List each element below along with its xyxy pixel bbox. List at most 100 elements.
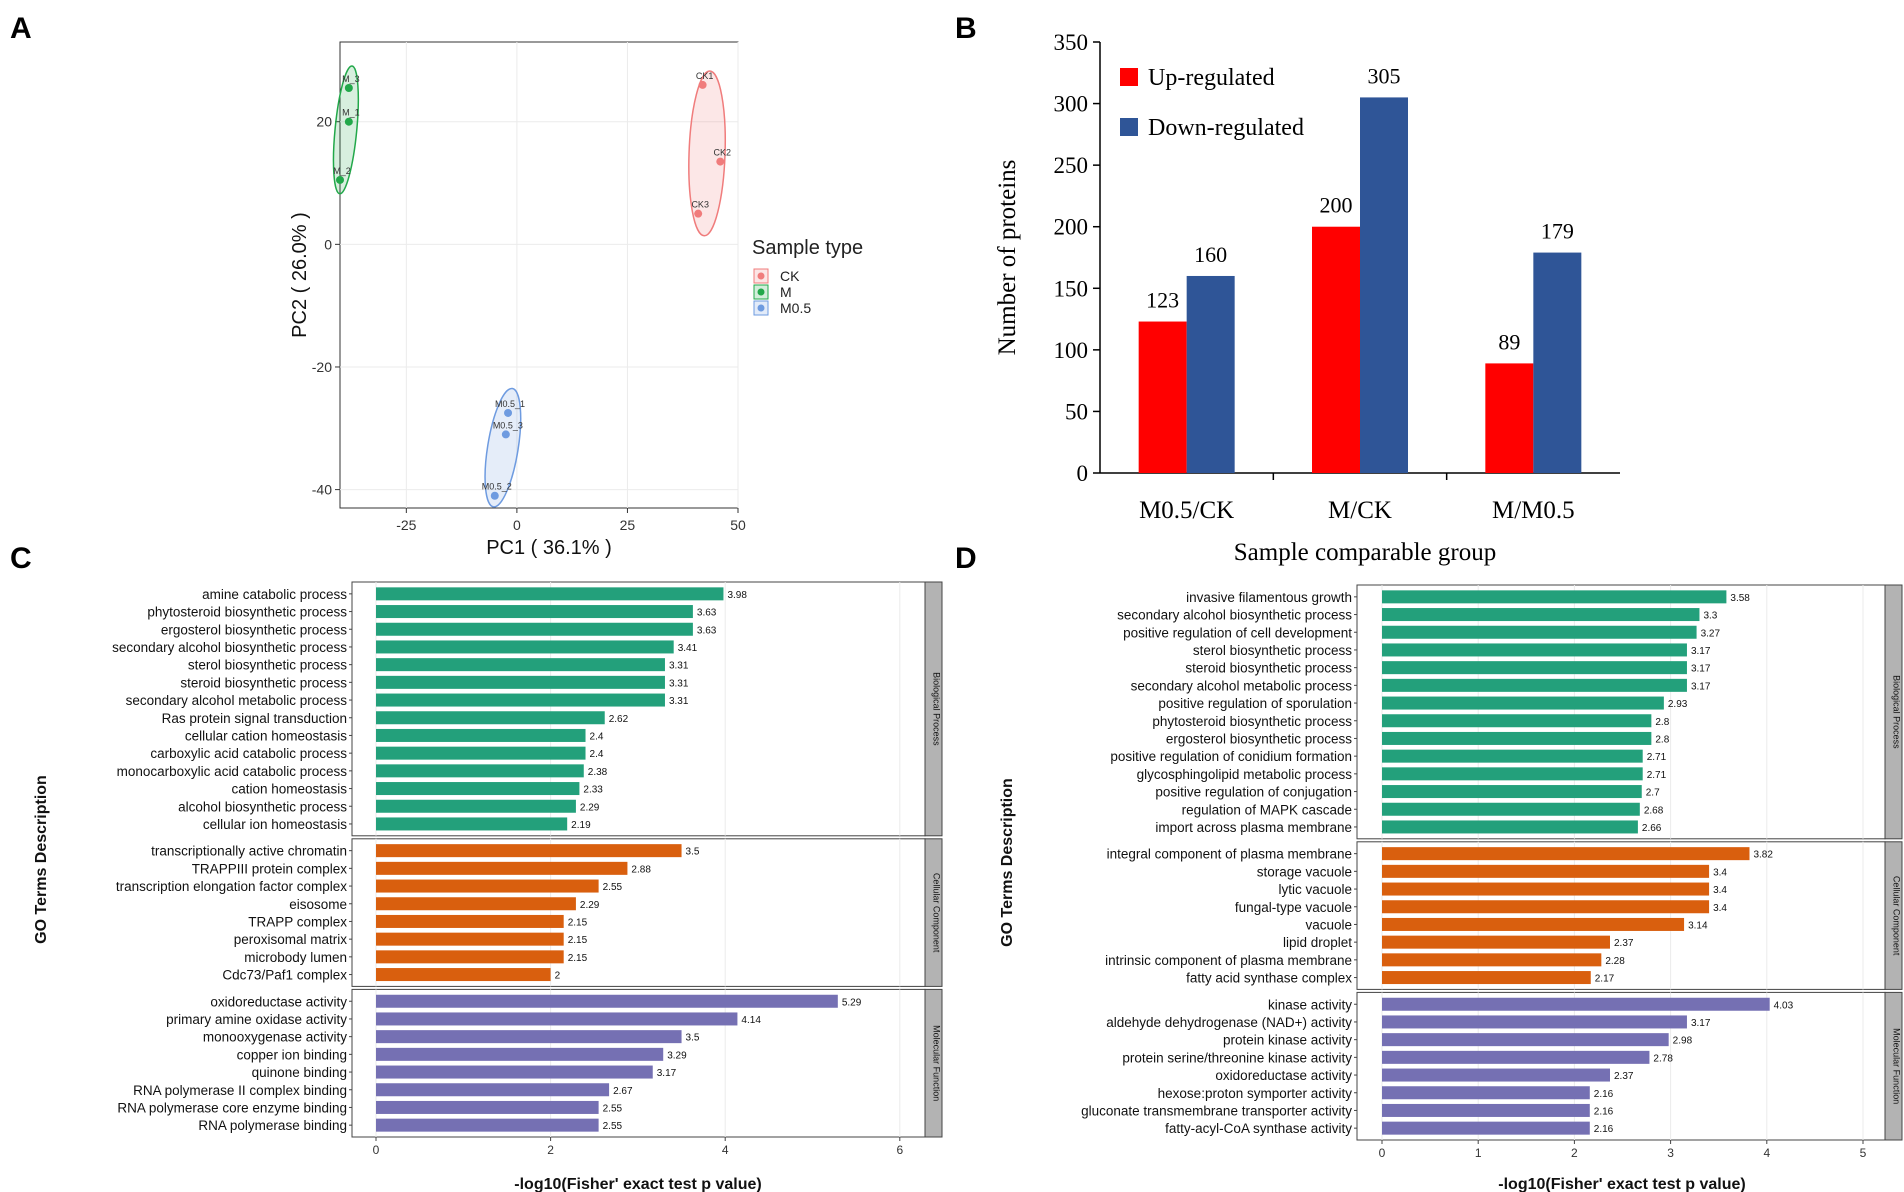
facet-panel-molecular-function (1356, 991, 1886, 1141)
bar-cellular-component (1382, 847, 1750, 861)
bar-value-label: 2.29 (580, 900, 600, 911)
term-label: protein kinase activity (1223, 1033, 1352, 1048)
bar-value-label: 2.71 (1647, 752, 1667, 763)
x-tick-label: 0 (513, 517, 521, 533)
term-label: lytic vacuole (1278, 882, 1352, 897)
bar-down-regulated (1360, 97, 1408, 474)
bar-molecular-function (376, 1047, 664, 1061)
bar-up-regulated (1138, 321, 1187, 473)
bar-biological-process (376, 587, 724, 601)
bar-value-label: 3.17 (657, 1068, 677, 1079)
bar-value-label: 2.62 (609, 714, 629, 725)
bar-value-label: 2.15 (568, 953, 588, 964)
facet-panel-cellular-component (1356, 841, 1886, 990)
bar-value-label: 3.5 (686, 847, 700, 858)
bar-value-label: 2.68 (1644, 805, 1664, 816)
panel-label-b: B (955, 12, 977, 45)
x-tick-label: 0 (373, 1143, 380, 1157)
bar-value-label: 2.66 (1642, 823, 1662, 834)
term-label: cellular ion homeostasis (203, 817, 347, 832)
term-label: integral component of plasma membrane (1107, 847, 1352, 862)
bar-value-label: 2.55 (603, 882, 623, 893)
term-label: secondary alcohol biosynthetic process (1117, 608, 1352, 623)
bar-biological-process (376, 622, 693, 636)
bar-biological-process (1382, 661, 1687, 675)
bar-value-label: 3.17 (1691, 681, 1711, 692)
bar-molecular-function (1382, 1033, 1669, 1047)
bar-value-label: 160 (1194, 242, 1227, 267)
facet-strip (1884, 991, 1903, 1141)
facet-strip (924, 838, 943, 987)
x-tick-label: 0 (1379, 1146, 1386, 1160)
bar-biological-process (1382, 643, 1687, 657)
term-label: phytosteroid biosynthetic process (1152, 714, 1352, 729)
x-tick-label: 1 (1475, 1146, 1482, 1160)
term-label: protein serine/threonine kinase activity (1122, 1050, 1352, 1065)
confidence-ellipse-m (332, 65, 360, 195)
bar-cellular-component (376, 897, 576, 911)
facet-strip (1884, 584, 1903, 840)
sample-point (716, 157, 725, 166)
bar-value-label: 2 (555, 971, 561, 982)
bar-cellular-component (376, 950, 564, 964)
plot-frame (339, 41, 739, 509)
bar-value-label: 2.8 (1655, 717, 1669, 728)
term-label: kinase activity (1268, 997, 1352, 1012)
bar-cellular-component (1382, 864, 1710, 878)
term-label: Ras protein signal transduction (162, 711, 347, 726)
y-tick-label: 50 (1065, 399, 1088, 424)
bar-value-label: 2.4 (590, 731, 604, 742)
term-label: monocarboxylic acid catabolic process (117, 764, 348, 779)
term-label: alcohol biosynthetic process (178, 799, 347, 814)
facet-strip-label: Cellular Component (932, 873, 942, 953)
term-label: gluconate transmembrane transporter acti… (1081, 1103, 1352, 1118)
y-axis-title: Number of proteins (994, 160, 1021, 356)
facet-panel-biological-process (1356, 584, 1886, 840)
term-label: phytosteroid biosynthetic process (147, 605, 347, 620)
sample-point (694, 209, 703, 218)
bar-cellular-component (1382, 882, 1710, 896)
bar-value-label: 179 (1541, 219, 1574, 244)
facet-strip-label: Biological Process (932, 672, 942, 746)
bar-value-label: 3.63 (697, 625, 717, 636)
term-label: vacuole (1305, 917, 1352, 932)
bar-value-label: 2.37 (1614, 1071, 1634, 1082)
legend-marker (757, 272, 765, 280)
x-tick-label: 4 (722, 1143, 729, 1157)
legend-swatch (1120, 118, 1138, 136)
bar-biological-process (1382, 820, 1638, 834)
bar-value-label: 2.88 (631, 864, 651, 875)
term-label: regulation of MAPK cascade (1182, 802, 1352, 817)
bar-value-label: 2.78 (1653, 1053, 1673, 1064)
facet-strip (924, 988, 943, 1138)
term-label: aldehyde dehydrogenase (NAD+) activity (1106, 1015, 1352, 1030)
bar-value-label: 3.58 (1730, 593, 1750, 604)
bar-value-label: 2.4 (590, 749, 604, 760)
term-label: ergosterol biosynthetic process (1166, 731, 1352, 746)
term-label: ergosterol biosynthetic process (161, 622, 347, 637)
bar-molecular-function (376, 1100, 599, 1114)
bar-value-label: 3.31 (669, 661, 689, 672)
bar-cellular-component (376, 914, 564, 928)
bar-value-label: 2.16 (1594, 1124, 1614, 1135)
term-label: glycosphingolipid metabolic process (1137, 767, 1353, 782)
bar-biological-process (376, 675, 665, 689)
x-tick-label: M0.5/CK (1139, 497, 1234, 524)
term-label: sterol biosynthetic process (1193, 643, 1352, 658)
term-label: TRAPP complex (248, 914, 347, 929)
bar-value-label: 2.55 (603, 1103, 623, 1114)
bar-value-label: 3.31 (669, 678, 689, 689)
x-tick-label: 6 (896, 1143, 903, 1157)
bar-biological-process (376, 782, 580, 796)
term-label: copper ion binding (237, 1047, 347, 1062)
y-tick-label: 300 (1054, 92, 1089, 117)
legend-marker (757, 304, 765, 312)
y-tick-label: -20 (312, 359, 332, 375)
bar-biological-process (376, 605, 693, 619)
term-label: steroid biosynthetic process (1185, 661, 1352, 676)
legend-label: Down-regulated (1148, 115, 1304, 141)
bar-value-label: 3.17 (1691, 1018, 1711, 1029)
term-label: positive regulation of conidium formatio… (1110, 749, 1352, 764)
bar-biological-process (1382, 731, 1652, 745)
bar-molecular-function (376, 1118, 599, 1132)
